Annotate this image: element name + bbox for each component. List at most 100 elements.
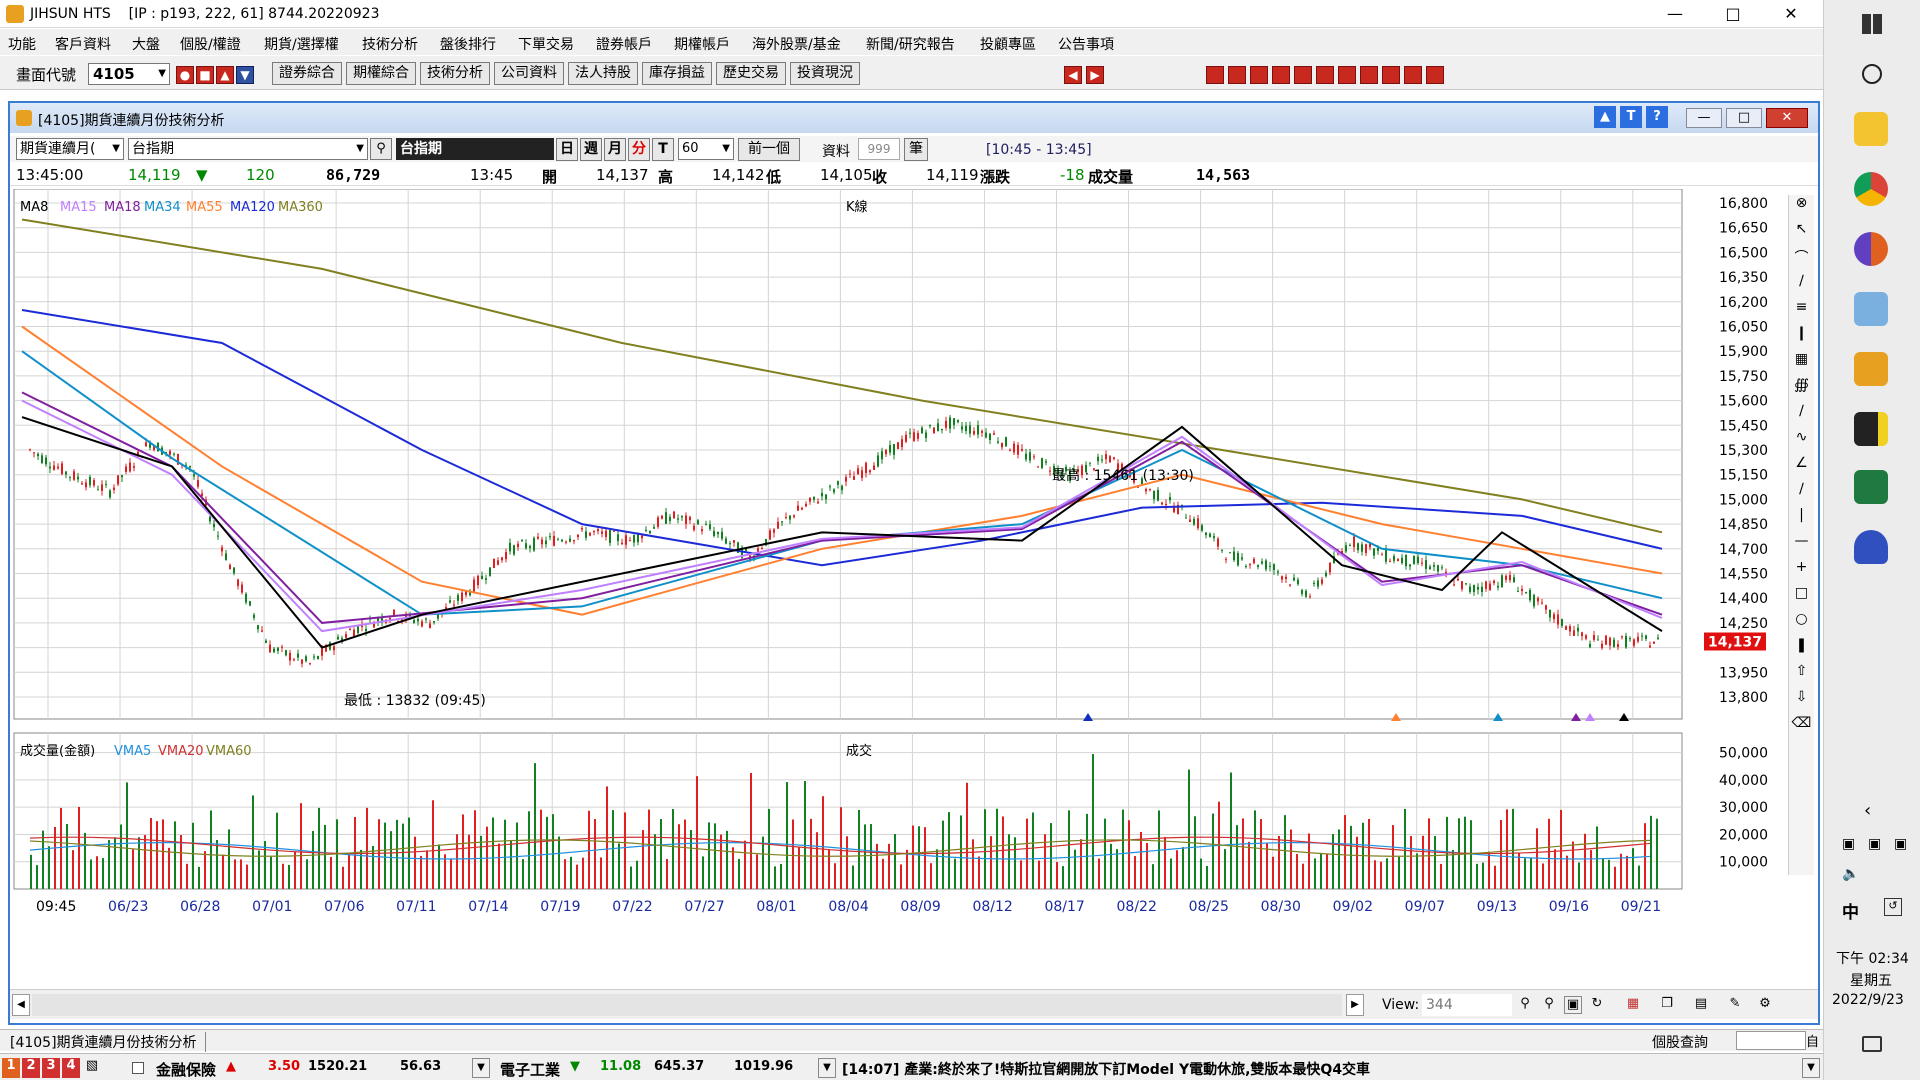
tray-icon-3[interactable]: ▣ [1894,836,1908,852]
close-button[interactable]: ✕ [1784,4,1798,23]
ticker-tab-1[interactable]: 1 [2,1058,20,1078]
news-dropdown[interactable]: ▼ [1802,1058,1820,1078]
tool-icon-6[interactable] [1316,66,1334,84]
code-input[interactable]: 4105 ▼ [88,63,170,85]
technical-chart[interactable]: 16,800 16,650 16,500 16,350 16,200 16,050 15,9… [10,189,1818,967]
chart-icon[interactable]: ▲ [216,66,234,84]
technical-analysis-button[interactable]: 技術分析 [420,62,490,85]
settings-gear-icon[interactable]: ⚙ [1759,996,1771,1011]
stock-query-label[interactable]: 個股查詢 [1652,1035,1708,1051]
chromium-icon[interactable] [1854,232,1888,266]
tool-up-icon[interactable]: ⇧ [1795,663,1808,679]
layout-icon[interactable]: ▦ [1626,996,1640,1011]
lock-icon[interactable]: ▧ [85,1058,99,1073]
tool-bars-icon[interactable]: ❚ [1795,637,1808,653]
menu-item-function[interactable]: 功能 [8,37,36,53]
horizontal-scrollbar[interactable] [32,994,1342,1016]
menu-item-advisor[interactable]: 投顧專區 [980,37,1036,53]
paint-icon[interactable] [1854,292,1888,326]
folder-icon[interactable]: ■ [196,66,214,84]
ticker-dropdown-2[interactable]: ▼ [818,1058,836,1078]
ime-mode-icon[interactable]: ↺ [1884,898,1902,916]
sticky-notes-icon[interactable] [1854,412,1888,446]
view-input[interactable]: 344 [1422,994,1512,1016]
period-day-button[interactable]: 日 [556,138,578,161]
history-button[interactable]: 歷史交易 [716,62,786,85]
menu-item-futures-account[interactable]: 期權帳戶 [674,37,730,53]
investment-status-button[interactable]: 投資現況 [790,62,860,85]
menu-item-news[interactable]: 新聞/研究報告 [866,37,955,53]
tool-angle-icon[interactable]: ∠ [1795,455,1808,471]
refresh-icon[interactable]: ↻ [1591,996,1603,1011]
tray-icon-2[interactable]: ▣ [1868,836,1882,852]
period-minute-button[interactable]: 分 [628,138,650,161]
futures-overview-button[interactable]: 期權綜合 [346,62,416,85]
menu-item-securities[interactable]: 證券帳戶 [596,37,652,53]
tool-icon-1[interactable] [1206,66,1224,84]
tool-grid-icon[interactable]: ▦ [1794,351,1809,367]
news-headline[interactable]: [14:07] 產業:終於來了!特斯拉官網開放下訂Model Y電動休旅,雙版本… [842,1062,1371,1078]
tool-icon-4[interactable] [1272,66,1290,84]
stock-query-button[interactable]: 自 [1806,1035,1820,1050]
chevron-left-icon[interactable]: ‹ [1864,800,1872,821]
scroll-right-button[interactable]: ▶ [1346,994,1364,1016]
tool-wave-icon[interactable]: ∿ [1795,429,1808,445]
window-icon[interactable]: ▤ [1694,996,1708,1011]
tool-eraser-icon[interactable]: ⌫ [1791,715,1812,731]
menu-item-stocks[interactable]: 個股/權證 [180,37,241,53]
ticker-tab-2[interactable]: 2 [22,1058,40,1078]
tool-icon-3[interactable] [1250,66,1268,84]
back-arrow-icon[interactable]: ◀ [1064,66,1082,84]
zoom-in-icon[interactable]: ⚲ [1520,996,1530,1011]
ticker-checkbox[interactable] [132,1062,144,1074]
zoom-fit-icon[interactable]: ▣ [1564,996,1582,1014]
ime-indicator[interactable]: 中 [1842,903,1859,923]
maximize-button[interactable]: □ [1725,4,1741,23]
tool-vertical-icon[interactable]: | [1799,507,1804,523]
company-info-button[interactable]: 公司資料 [494,62,564,85]
period-week-button[interactable]: 週 [580,138,602,161]
stock-query-input[interactable] [1736,1031,1806,1050]
tool-arc-icon[interactable]: ⌒ [1794,250,1809,266]
tool-icon-10[interactable] [1404,66,1422,84]
tool-down-icon[interactable]: ⇩ [1795,689,1808,705]
period-value-select[interactable]: 60 ▼ [678,138,734,160]
ticker-dropdown-1[interactable]: ▼ [472,1058,490,1078]
chrome-icon[interactable] [1854,172,1888,206]
lab-flask-icon[interactable] [1854,530,1888,564]
ticker-tab-3[interactable]: 3 [42,1058,60,1078]
window-minimize-button[interactable]: — [1686,108,1722,128]
tool-hlines-icon[interactable]: ≡ [1795,299,1808,315]
inventory-pl-button[interactable]: 庫存損益 [642,62,712,85]
tool-plus-icon[interactable]: + [1795,559,1808,575]
unit-button[interactable]: 筆 [904,138,928,161]
search-circle-icon[interactable] [1862,64,1882,84]
search-icon[interactable]: ● [176,66,194,84]
pencil-icon[interactable]: ✎ [1729,996,1741,1011]
tool-rect-icon[interactable]: □ [1794,585,1809,601]
tool-icon-2[interactable] [1228,66,1246,84]
tool-slash-icon[interactable]: ∕ [1799,481,1804,497]
contract-select[interactable]: 期貨連續月(▼ [16,138,124,160]
tool-cross-icon[interactable]: ⊗ [1795,195,1808,211]
period-month-button[interactable]: 月 [604,138,626,161]
clock-time[interactable]: 下午 02:34 [1836,951,1909,967]
notification-icon[interactable] [1862,1036,1882,1052]
menu-item-market[interactable]: 大盤 [132,37,160,53]
menu-item-order[interactable]: 下單交易 [518,37,574,53]
excel-icon[interactable] [1854,470,1888,504]
data-count-input[interactable]: 999 [858,138,900,160]
tab-technical-analysis[interactable]: [4105]期貨連續月份技術分析 [10,1032,206,1052]
tool-icon-9[interactable] [1382,66,1400,84]
menu-item-technical[interactable]: 技術分析 [362,37,418,53]
symbol-select[interactable]: 台指期 ▼ [128,138,368,160]
menu-item-overseas[interactable]: 海外股票/基金 [752,37,841,53]
tool-icon-11[interactable] [1426,66,1444,84]
minimize-button[interactable]: — [1667,4,1683,23]
tool-circle-icon[interactable]: ○ [1795,611,1808,627]
tool-pointer-icon[interactable]: ↖ [1795,221,1808,237]
institutional-button[interactable]: 法人持股 [568,62,638,85]
tool-icon-5[interactable] [1294,66,1312,84]
volume-icon[interactable]: 🔈 [1842,866,1860,882]
scroll-left-button[interactable]: ◀ [12,994,30,1016]
